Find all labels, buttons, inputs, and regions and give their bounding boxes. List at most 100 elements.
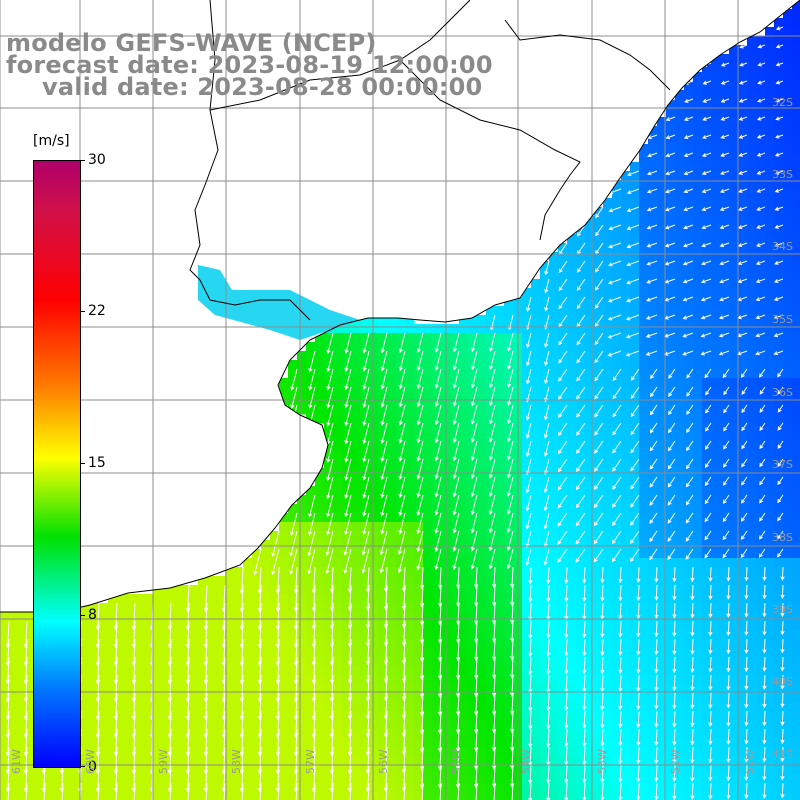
wind-arrow xyxy=(719,296,730,301)
wind-speed-cell xyxy=(369,351,379,361)
wind-speed-cell xyxy=(684,396,694,406)
wind-speed-cell xyxy=(693,135,703,145)
wind-speed-cell xyxy=(729,666,739,676)
wind-speed-cell xyxy=(135,774,145,784)
wind-speed-cell xyxy=(216,612,226,622)
wind-speed-cell xyxy=(315,783,325,793)
wind-speed-cell xyxy=(504,594,514,604)
wind-speed-cell xyxy=(477,603,487,613)
wind-speed-cell xyxy=(621,495,631,505)
wind-speed-cell xyxy=(369,342,379,352)
wind-speed-cell xyxy=(774,684,784,694)
wind-speed-cell xyxy=(126,747,136,757)
wind-speed-cell xyxy=(783,432,793,442)
wind-speed-cell xyxy=(729,531,739,541)
wind-speed-cell xyxy=(603,504,613,514)
wind-speed-cell xyxy=(657,387,667,397)
wind-arrow xyxy=(363,350,370,371)
wind-speed-cell xyxy=(378,432,388,442)
wind-speed-cell xyxy=(693,729,703,739)
wind-speed-cell xyxy=(648,540,658,550)
wind-arrow-head xyxy=(683,225,688,230)
wind-speed-cell xyxy=(324,423,334,433)
wind-speed-cell xyxy=(243,594,253,604)
wind-speed-cell xyxy=(675,423,685,433)
wind-speed-cell xyxy=(297,351,307,361)
wind-speed-cell xyxy=(792,594,800,604)
wind-speed-cell xyxy=(756,702,766,712)
wind-speed-cell xyxy=(720,324,730,334)
wind-speed-cell xyxy=(738,567,748,577)
wind-speed-cell xyxy=(612,729,622,739)
wind-speed-cell xyxy=(549,315,559,325)
wind-arrow xyxy=(758,62,766,66)
wind-arrow xyxy=(595,206,604,218)
wind-speed-cell xyxy=(198,729,208,739)
wind-speed-cell xyxy=(324,729,334,739)
wind-speed-cell xyxy=(576,243,586,253)
wind-speed-cell xyxy=(711,342,721,352)
wind-speed-cell xyxy=(495,621,505,631)
wind-speed-cell xyxy=(783,27,793,37)
wind-speed-cell xyxy=(711,108,721,118)
wind-speed-cell xyxy=(765,63,775,73)
wind-speed-cell xyxy=(756,648,766,658)
wind-speed-cell xyxy=(135,639,145,649)
wind-speed-cell xyxy=(369,603,379,613)
wind-speed-cell xyxy=(378,729,388,739)
wind-speed-cell xyxy=(702,126,712,136)
wind-speed-cell xyxy=(153,666,163,676)
wind-speed-cell xyxy=(9,693,19,703)
wind-speed-cell xyxy=(792,18,800,28)
wind-speed-cell xyxy=(666,180,676,190)
wind-speed-cell xyxy=(657,549,667,559)
wind-speed-cell xyxy=(612,261,622,271)
wind-speed-cell xyxy=(9,630,19,640)
wind-speed-cell xyxy=(765,306,775,316)
wind-arrow-head xyxy=(608,244,613,249)
wind-speed-cell xyxy=(720,450,730,460)
wind-speed-cell xyxy=(459,540,469,550)
wind-speed-cell xyxy=(468,540,478,550)
wind-speed-cell xyxy=(675,252,685,262)
wind-speed-cell xyxy=(756,612,766,622)
wind-speed-cell xyxy=(603,603,613,613)
wind-speed-cell xyxy=(144,630,154,640)
wind-speed-cell xyxy=(531,531,541,541)
wind-speed-cell xyxy=(396,612,406,622)
wind-speed-cell xyxy=(540,423,550,433)
wind-speed-cell xyxy=(558,657,568,667)
wind-speed-cell xyxy=(702,432,712,442)
wind-speed-cell xyxy=(540,477,550,487)
wind-speed-cell xyxy=(729,225,739,235)
wind-arrow-head xyxy=(595,213,600,219)
wind-speed-cell xyxy=(144,675,154,685)
wind-speed-cell xyxy=(684,567,694,577)
wind-speed-cell xyxy=(693,504,703,514)
wind-speed-cell xyxy=(153,702,163,712)
wind-speed-cell xyxy=(756,639,766,649)
wind-speed-cell xyxy=(666,738,676,748)
wind-arrow-head xyxy=(594,376,599,382)
wind-speed-cell xyxy=(738,432,748,442)
wind-speed-cell xyxy=(585,729,595,739)
wind-speed-cell xyxy=(468,531,478,541)
wind-speed-cell xyxy=(252,612,262,622)
wind-speed-cell xyxy=(270,585,280,595)
wind-speed-cell xyxy=(576,279,586,289)
wind-arrow xyxy=(345,350,352,372)
wind-speed-cell xyxy=(396,621,406,631)
wind-speed-cell xyxy=(522,621,532,631)
wind-arrow-head xyxy=(719,261,724,266)
wind-speed-cell xyxy=(162,648,172,658)
wind-arrow-head xyxy=(664,225,670,230)
wind-speed-cell xyxy=(477,774,487,784)
wind-speed-cell xyxy=(648,234,658,244)
wind-arrow xyxy=(703,98,712,103)
wind-speed-cell xyxy=(567,333,577,343)
wind-speed-cell xyxy=(711,396,721,406)
wind-speed-cell xyxy=(648,738,658,748)
wind-speed-cell xyxy=(495,783,505,793)
wind-speed-cell xyxy=(648,702,658,712)
wind-speed-cell xyxy=(522,531,532,541)
